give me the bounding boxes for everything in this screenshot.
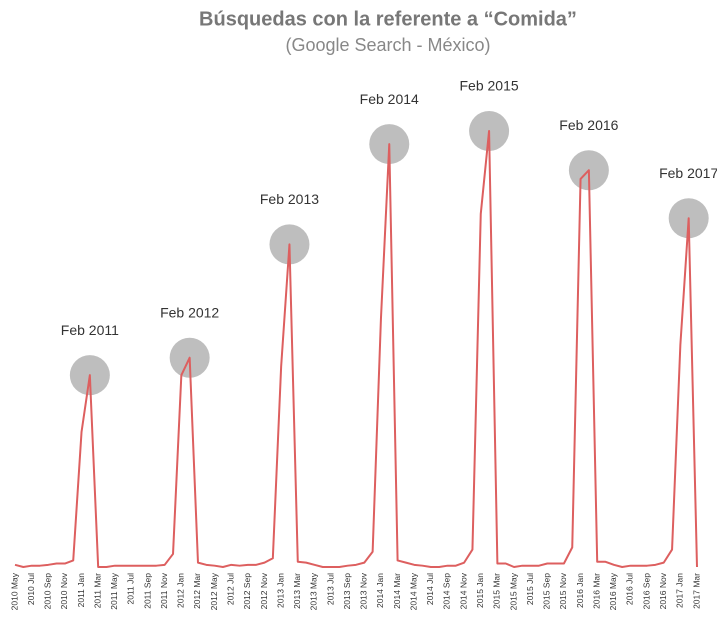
x-tick-label: 2015 May <box>508 572 518 610</box>
x-tick-label: 2011 Jul <box>126 573 136 605</box>
x-tick-label: 2014 Mar <box>392 573 402 609</box>
x-tick-label: 2013 Jan <box>275 573 285 608</box>
x-tick-label: 2010 Sep <box>43 573 53 610</box>
annotation: Feb 2015 <box>459 78 518 94</box>
x-tick-label: 2013 Jul <box>325 573 335 605</box>
x-tick-label: 2012 Nov <box>259 572 269 609</box>
x-tick-label: 2010 Nov <box>59 572 69 609</box>
x-tick-label: 2015 Jul <box>525 573 535 605</box>
x-tick-label: 2014 Sep <box>442 573 452 610</box>
x-tick-label: 2017 Jan <box>675 573 685 608</box>
x-tick-label: 2016 May <box>608 572 618 610</box>
x-tick-label: 2013 May <box>309 572 319 610</box>
x-tick-label: 2012 Mar <box>192 573 202 609</box>
x-tick-label: 2013 Mar <box>292 573 302 609</box>
annotation: Feb 2016 <box>559 117 618 133</box>
x-tick-label: 2011 May <box>109 572 119 609</box>
x-tick-label: 2015 Nov <box>558 572 568 609</box>
x-tick-label: 2016 Nov <box>658 572 668 609</box>
x-tick-label: 2016 Mar <box>591 573 601 609</box>
x-tick-label: 2012 May <box>209 572 219 610</box>
chart-subtitle: (Google Search - México) <box>285 35 490 55</box>
x-tick-label: 2016 Jul <box>625 573 635 605</box>
x-tick-label: 2012 Jul <box>225 573 235 605</box>
x-tick-label: 2017 Mar <box>691 573 701 609</box>
annotation: Feb 2014 <box>360 91 419 107</box>
x-tick-label: 2010 Jul <box>26 573 36 605</box>
x-tick-label: 2012 Jan <box>176 573 186 608</box>
x-tick-label: 2010 May <box>9 572 19 610</box>
x-tick-label: 2011 Jan <box>76 573 86 608</box>
line <box>14 130 698 568</box>
chart-title: Búsquedas con la referente a “Comida” <box>199 8 577 30</box>
annotation: Feb 2012 <box>160 304 219 320</box>
x-tick-label: 2015 Jan <box>475 573 485 608</box>
x-tick-label: 2016 Sep <box>641 573 651 610</box>
x-tick-label: 2014 Jul <box>425 573 435 605</box>
x-tick-label: 2014 Nov <box>458 572 468 609</box>
x-tick-label: 2012 Sep <box>242 573 252 610</box>
x-tick-label: 2011 Sep <box>142 573 152 609</box>
x-tick-label: 2015 Mar <box>492 573 502 609</box>
x-tick-label: 2016 Jan <box>575 573 585 608</box>
x-tick-label: 2013 Sep <box>342 573 352 610</box>
x-tick-label: 2014 Jan <box>375 573 385 608</box>
annotation: Feb 2017 <box>659 165 717 181</box>
x-tick-label: 2011 Nov <box>159 572 169 609</box>
x-tick-label: 2015 Sep <box>542 573 552 610</box>
annotation: Feb 2011 <box>61 322 119 338</box>
x-tick-label: 2011 Mar <box>92 573 102 608</box>
x-tick-label: 2014 May <box>408 572 418 610</box>
annotation: Feb 2013 <box>260 191 319 207</box>
x-tick-label: 2013 Nov <box>359 572 369 609</box>
